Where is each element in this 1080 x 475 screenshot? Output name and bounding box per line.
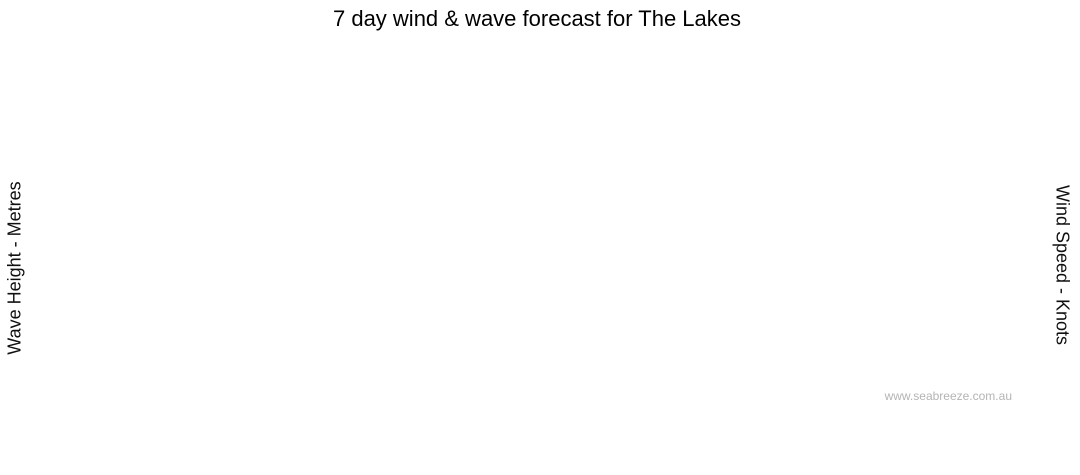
wind-speed-axis-label: Wind Speed - Knots bbox=[1052, 184, 1073, 346]
watermark: www.seabreeze.com.au bbox=[884, 389, 1012, 403]
chart-title: 7 day wind & wave forecast for The Lakes bbox=[332, 6, 742, 31]
wave-height-axis-label: Wave Height - Metres bbox=[4, 181, 25, 355]
